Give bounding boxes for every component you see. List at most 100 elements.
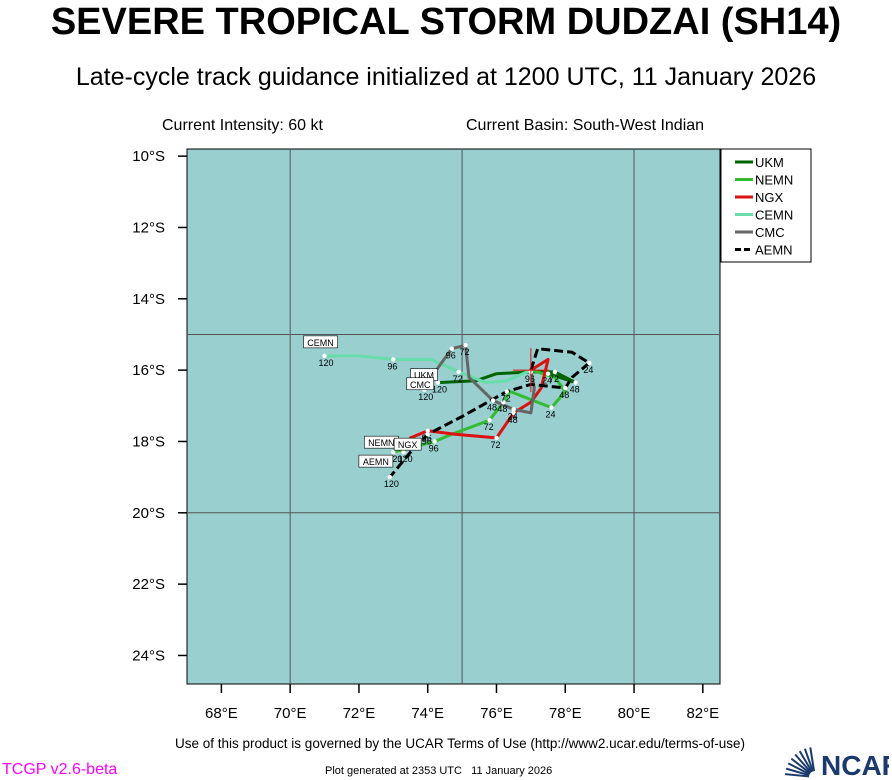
- track-point: [322, 353, 327, 359]
- legend-entry-cemn: CEMN: [755, 208, 793, 223]
- forecast-hour-label: 96: [429, 443, 439, 453]
- track-point: [563, 385, 568, 391]
- forecast-hour-label: 72: [453, 374, 463, 384]
- track-point: [391, 449, 396, 455]
- track-point: [435, 380, 441, 385]
- forecast-hour-label: 48: [487, 402, 497, 412]
- logo-ray: [794, 753, 812, 774]
- forecast-hour-label: 72: [490, 440, 500, 450]
- track-lines: 24487296120UKM24487296120NEMN487296120NG…: [303, 335, 593, 489]
- forecast-hour-label: 72: [501, 394, 511, 404]
- legend-entry-cmc: CMC: [755, 225, 785, 240]
- track-end-tag: NGX: [398, 440, 418, 450]
- track-point: [425, 432, 430, 437]
- legend: UKM NEMN NGX CEMN CMC AEMN: [720, 148, 812, 263]
- logo-ray: [798, 750, 813, 773]
- logo-ray: [785, 773, 810, 778]
- forecast-hour-label: 120: [432, 385, 447, 395]
- track-point: [456, 369, 461, 375]
- track-point: [463, 342, 468, 348]
- y-tick-label: 12°S: [132, 219, 165, 236]
- current-position-marker: [512, 348, 549, 393]
- forecast-hour-label: 48: [497, 404, 507, 414]
- forecast-hour-label: 120: [398, 454, 413, 464]
- ncar-logo: NCAR: [785, 747, 889, 779]
- forecast-hour-label: 120: [384, 479, 399, 489]
- track-point: [425, 428, 430, 433]
- forecast-hour-label: 72: [460, 347, 470, 357]
- track-ngx: [402, 357, 550, 453]
- track-point: [504, 389, 509, 394]
- forecast-hour-label: 72: [484, 422, 494, 432]
- track-point: [401, 449, 406, 455]
- axes: 68°E 70°E 72°E 74°E 76°E 78°E 80°E 82°E 10°S 12°S…: [132, 148, 719, 722]
- track-point: [391, 357, 396, 362]
- forecast-hour-label: 96: [422, 436, 432, 446]
- track-end-tag-box: [393, 437, 422, 451]
- x-tick-label: 78°E: [549, 705, 582, 722]
- grid-lines: [187, 149, 720, 684]
- forecast-hour-label: 24: [546, 410, 556, 420]
- track-point: [490, 398, 496, 403]
- track-point: [587, 360, 592, 366]
- track-end-tag-box: [303, 335, 338, 349]
- forecast-hour-label: 120: [387, 454, 402, 464]
- legend-box: [720, 148, 812, 263]
- track-point: [494, 435, 499, 441]
- x-tick-label: 72°E: [343, 705, 376, 722]
- track-aemn: [388, 347, 591, 479]
- track-end-tag: CEMN: [307, 338, 334, 348]
- forecast-hour-label: 96: [422, 433, 432, 443]
- plot-area: [186, 148, 721, 685]
- y-tick-label: 24°S: [132, 647, 165, 664]
- track-point: [501, 400, 506, 405]
- track-point: [511, 410, 516, 416]
- x-tick-label: 74°E: [411, 705, 444, 722]
- x-tick-label: 70°E: [274, 705, 307, 722]
- track-end-tag: NEMN: [368, 438, 395, 448]
- current-intensity: Current Intensity: 60 kt: [162, 117, 323, 134]
- y-tick-label: 22°S: [132, 576, 165, 593]
- svg-text:NCAR: NCAR: [821, 750, 889, 779]
- forecast-hour-label: 96: [525, 374, 535, 384]
- y-tick-label: 10°S: [132, 148, 165, 165]
- forecast-hour-label: 120: [319, 358, 334, 368]
- forecast-hour-label: 48: [570, 385, 580, 395]
- track-point: [487, 417, 492, 423]
- version-label: TCGP v2.6-beta: [2, 761, 118, 778]
- logo-ray: [790, 757, 811, 775]
- legend-entry-ukm: UKM: [755, 155, 784, 170]
- y-tick-label: 18°S: [132, 433, 165, 450]
- track-point: [552, 369, 558, 375]
- forecast-hour-label: 48: [559, 390, 569, 400]
- forecast-hour-label: 24: [542, 376, 552, 386]
- track-point: [449, 346, 454, 351]
- track-end-tag: UKM: [414, 371, 434, 381]
- legend-entry-nemn: NEMN: [755, 173, 793, 188]
- x-tick-label: 82°E: [686, 705, 719, 722]
- generated-timestamp: Plot generated at 2353 UTC 11 January 20…: [325, 765, 553, 777]
- y-tick-label: 14°S: [132, 291, 165, 308]
- x-tick-label: 76°E: [480, 705, 513, 722]
- y-tick-label: 16°S: [132, 362, 165, 379]
- legend-entry-aemn: AEMN: [755, 243, 793, 258]
- forecast-hour-label: 24: [508, 411, 518, 421]
- track-point: [387, 474, 393, 480]
- legend-entry-ngx: NGX: [755, 190, 784, 205]
- logo-ray: [787, 762, 811, 776]
- x-tick-label: 68°E: [205, 705, 238, 722]
- track-point: [511, 407, 516, 412]
- forecast-hour-label: 96: [387, 361, 397, 371]
- chart-title: SEVERE TROPICAL STORM DUDZAI (SH14): [50, 1, 842, 43]
- forecast-hour-label: 120: [418, 392, 433, 402]
- track-point: [432, 439, 437, 444]
- y-tick-label: 20°S: [132, 505, 165, 522]
- track-point: [545, 371, 551, 376]
- chart-subtitle: Late-cycle track guidance initialized at…: [75, 63, 817, 91]
- track-nemn: [392, 368, 567, 454]
- forecast-hour-label: 96: [446, 351, 456, 361]
- logo-ray: [785, 767, 810, 777]
- track-end-tag: AEMN: [363, 457, 389, 467]
- forecast-hour-label: 48: [508, 415, 518, 425]
